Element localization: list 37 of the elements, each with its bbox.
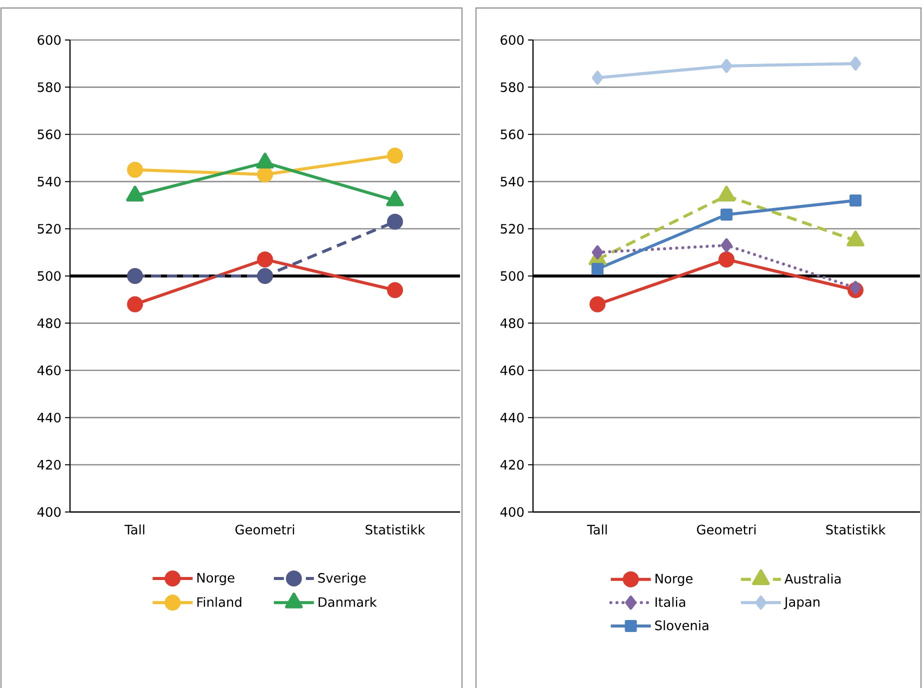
y-tick-label: 520 — [38, 224, 61, 234]
y-tick-label: 540 — [38, 176, 61, 186]
x-tick-label: Geometri — [235, 524, 294, 535]
legend-label: Danmark — [318, 596, 377, 607]
y-tick-label: 420 — [37, 460, 61, 470]
y-tick-label: 600 — [38, 35, 61, 45]
y-tick-label: 560 — [38, 129, 61, 140]
legend-label: Italia — [656, 596, 686, 607]
x-tick-label: Tall — [587, 524, 607, 535]
x-tick-label: Statistikk — [366, 524, 426, 535]
legend-label: Australia — [784, 574, 841, 584]
x-tick-label: Statistikk — [826, 524, 886, 535]
x-tick-label: Geometri — [696, 524, 756, 535]
y-tick-label: 500 — [500, 271, 524, 281]
y-tick-label: 480 — [37, 318, 61, 328]
y-tick-label: 460 — [37, 365, 61, 376]
y-tick-label: 580 — [38, 82, 61, 92]
y-tick-label: 460 — [500, 365, 524, 376]
x-tick-label: Tall — [124, 524, 144, 535]
legend-label: Slovenia — [655, 620, 708, 630]
legend-label: Sverige — [318, 572, 366, 586]
y-tick-label: 440 — [500, 412, 524, 422]
y-tick-label: 400 — [37, 507, 61, 517]
legend-label: Finland — [197, 596, 242, 607]
y-tick-label: 560 — [500, 129, 524, 140]
y-tick-label: 500 — [38, 271, 61, 281]
y-tick-label: 400 — [500, 507, 524, 517]
legend-label: Norge — [656, 574, 693, 586]
y-tick-label: 480 — [500, 318, 524, 328]
y-tick-label: 420 — [500, 460, 524, 470]
y-tick-label: 580 — [500, 82, 524, 92]
legend-label: Japan — [784, 597, 820, 610]
legend-label: Norge — [197, 573, 234, 586]
y-tick-label: 600 — [500, 35, 524, 45]
y-tick-label: 540 — [500, 176, 524, 186]
y-tick-label: 440 — [37, 412, 61, 422]
y-tick-label: 520 — [500, 224, 524, 234]
